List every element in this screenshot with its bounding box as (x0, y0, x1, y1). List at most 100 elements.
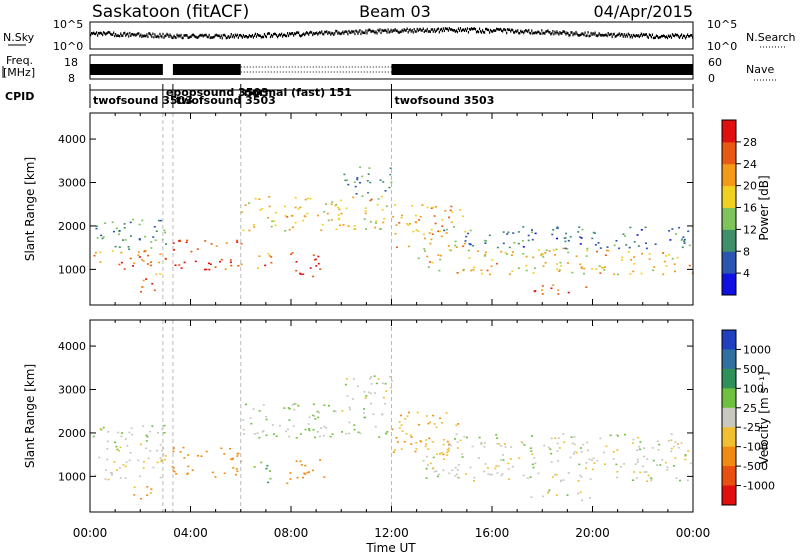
scatter-cell (469, 466, 472, 469)
noise-point (114, 34, 116, 38)
scatter-cell (556, 237, 558, 240)
noise-point (365, 29, 367, 32)
noise-point (428, 30, 430, 33)
noise-point (479, 30, 482, 33)
scatter-cell (459, 439, 462, 442)
scatter-cell (415, 221, 418, 224)
scatter-cell (533, 267, 536, 269)
scatter-cell (506, 233, 509, 235)
scatter-cell (497, 443, 500, 445)
scatter-cell (633, 256, 636, 258)
scatter-cell (127, 246, 130, 248)
scatter-cell (200, 455, 203, 457)
scatter-cell (416, 411, 419, 414)
scatter-cell (671, 257, 674, 260)
noise-point (438, 30, 440, 34)
noise-point (403, 28, 405, 31)
x-tick-label: 16:00 (475, 526, 510, 540)
scatter-cell (297, 404, 300, 407)
scatter-cell (478, 436, 481, 439)
noise-point (689, 34, 692, 37)
noise-point (282, 33, 285, 37)
scatter-cell (511, 270, 514, 273)
scatter-cell (106, 448, 109, 450)
noise-point (315, 32, 317, 35)
scatter-cell (137, 459, 140, 462)
scatter-cell (341, 410, 344, 412)
scatter-cell (138, 238, 141, 240)
scatter-cell (325, 203, 327, 205)
scatter-cell (258, 255, 261, 257)
noise-point (483, 31, 486, 34)
x-tick-label: 04:00 (173, 526, 208, 540)
scatter-cell (585, 467, 588, 470)
noise-point (249, 35, 251, 38)
scatter-cell (674, 457, 677, 459)
scatter-cell (164, 455, 167, 457)
noise-point (546, 30, 548, 33)
scatter-cell (581, 228, 584, 231)
scatter-cell (342, 224, 345, 226)
noise-point (251, 33, 254, 37)
scatter-cell (654, 243, 657, 245)
noise-point (652, 36, 654, 40)
velocity-colorbar-tick-label: 100 (743, 382, 764, 395)
scatter-cell (95, 227, 98, 230)
scatter-cell (349, 408, 351, 411)
noise-point (474, 27, 477, 31)
noise-point (273, 32, 276, 36)
scatter-cell (454, 475, 457, 477)
scatter-cell (146, 494, 149, 497)
noise-point (165, 34, 167, 37)
scatter-cell (369, 221, 372, 223)
scatter-cell (137, 251, 140, 253)
scatter-cell (451, 469, 454, 472)
scatter-cell (385, 205, 388, 208)
scatter-cell (555, 473, 558, 476)
noise-point (389, 30, 391, 33)
noise-point (480, 31, 483, 34)
noise-point (653, 36, 656, 40)
scatter-cell (395, 437, 398, 439)
scatter-cell (439, 230, 441, 233)
noise-point (647, 36, 649, 39)
noise-point (245, 34, 247, 38)
scatter-cell (344, 179, 347, 182)
noise-point (232, 34, 234, 37)
x-tick-label: 20:00 (575, 526, 610, 540)
scatter-cell (139, 443, 142, 446)
noise-point (570, 31, 572, 34)
scatter-cell (432, 414, 435, 417)
scatter-cell (403, 441, 406, 443)
noise-point (241, 36, 243, 39)
noise-point (369, 28, 371, 32)
scatter-cell (291, 252, 294, 254)
scatter-cell (337, 214, 340, 216)
scatter-cell (337, 206, 340, 209)
noise-point (333, 33, 335, 37)
noise-point (444, 27, 446, 30)
scatter-cell (462, 245, 465, 248)
power-colorbar-tick-label: 24 (743, 158, 757, 171)
scatter-cell (183, 261, 186, 264)
scatter-cell (674, 441, 677, 443)
scatter-cell (632, 438, 635, 441)
noise-point (464, 27, 467, 31)
noise-point (356, 30, 358, 33)
scatter-cell (363, 408, 366, 410)
scatter-cell (502, 454, 504, 456)
noise-point (521, 30, 523, 34)
scatter-cell (116, 469, 118, 471)
scatter-cell (603, 463, 606, 465)
scatter-cell (96, 237, 99, 239)
cpid-label: CPID (5, 90, 34, 103)
scatter-cell (270, 256, 273, 258)
scatter-cell (575, 451, 578, 454)
scatter-cell (346, 395, 349, 397)
scatter-cell (365, 395, 368, 397)
scatter-cell (672, 445, 675, 448)
scatter-cell (381, 208, 384, 211)
scatter-cell (117, 450, 120, 452)
scatter-cell (279, 424, 281, 427)
scatter-cell (101, 237, 104, 240)
